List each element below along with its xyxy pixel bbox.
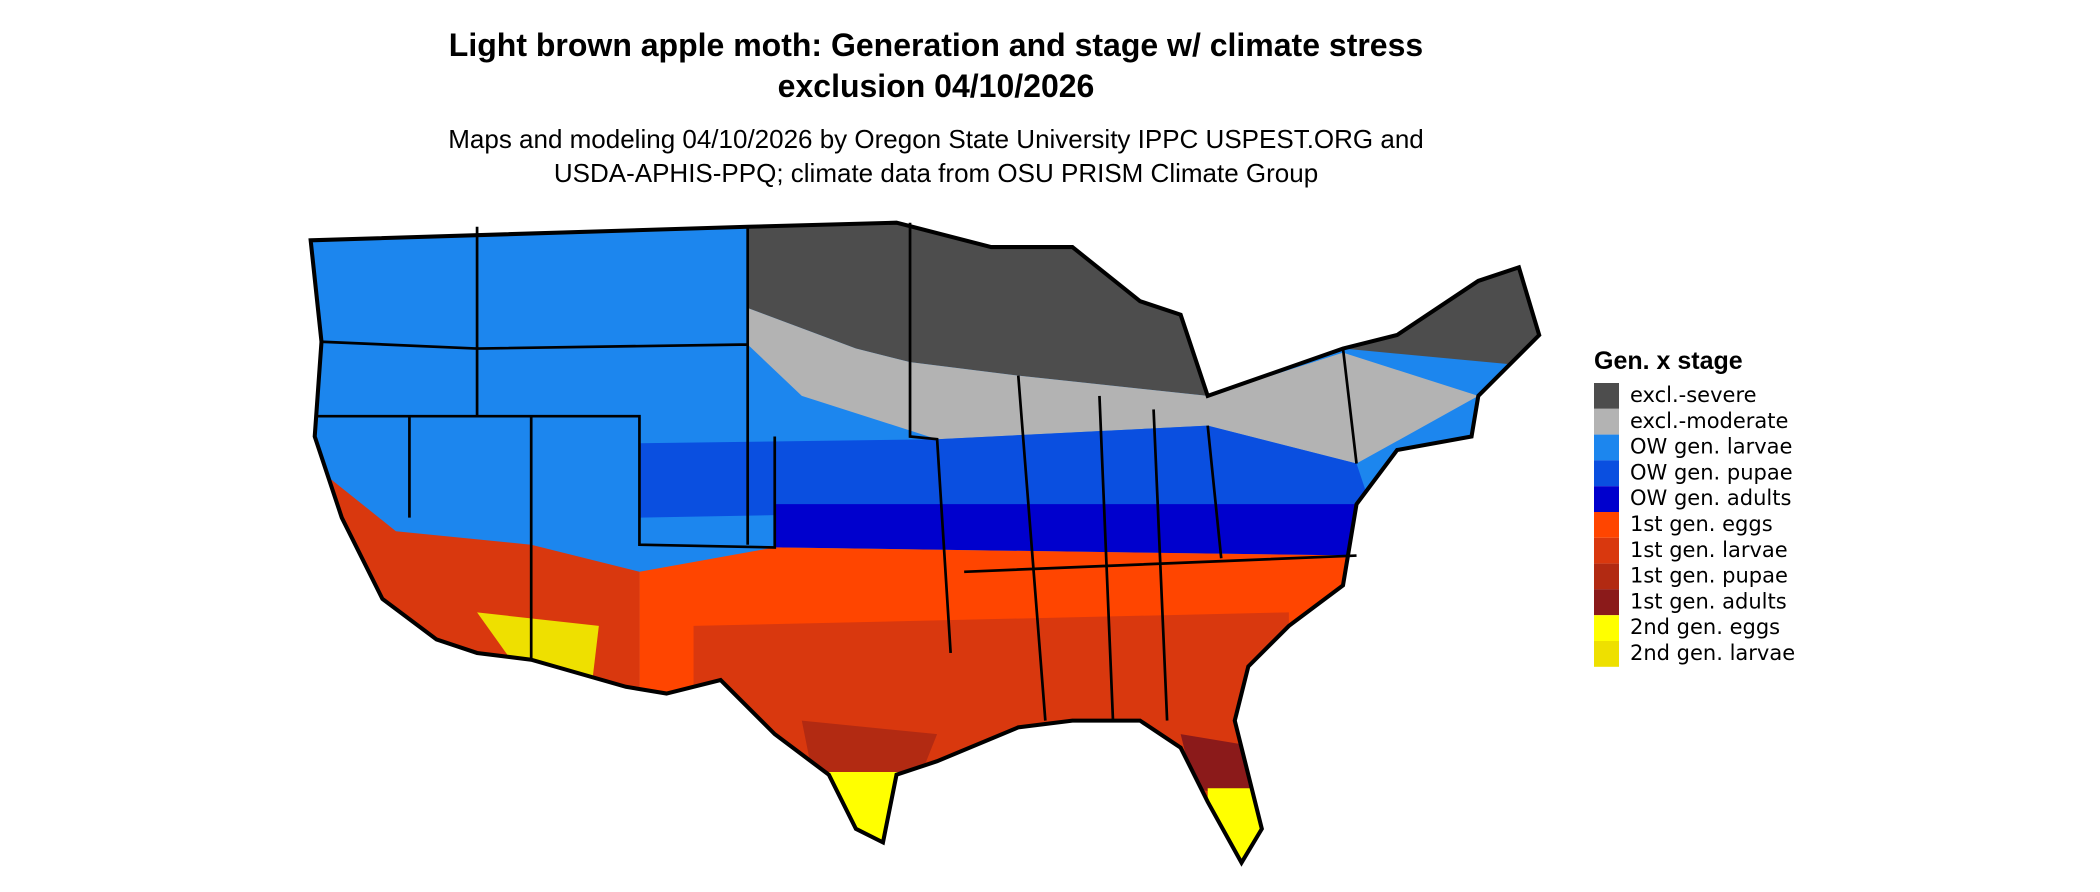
- legend-title: Gen. x stage: [1594, 347, 1743, 375]
- map-band: [747, 307, 1479, 464]
- legend-swatch: [1594, 641, 1619, 667]
- legend-label: 2nd gen. larvae: [1630, 641, 1795, 665]
- legend-swatch: [1594, 615, 1619, 641]
- legend-swatch: [1594, 408, 1619, 435]
- title-line: exclusion 04/10/2026: [778, 68, 1095, 104]
- map-band: [639, 425, 1371, 518]
- legend-label: excl.-severe: [1630, 383, 1757, 407]
- legend-swatch: [1594, 383, 1619, 409]
- legend-swatch: [1594, 486, 1619, 512]
- legend-label: 1st gen. eggs: [1630, 512, 1773, 536]
- legend-label: 1st gen. adults: [1630, 589, 1787, 613]
- legend-swatch: [1594, 512, 1619, 538]
- legend-label: OW gen. pupae: [1630, 460, 1793, 484]
- legend-swatch: [1594, 460, 1619, 487]
- title-line: Light brown apple moth: Generation and s…: [449, 27, 1423, 63]
- legend-label: 2nd gen. eggs: [1630, 615, 1780, 639]
- legend-label: excl.-moderate: [1630, 409, 1788, 433]
- legend-swatch: [1594, 563, 1619, 590]
- legend-swatch: [1594, 434, 1619, 461]
- subtitle-line: Maps and modeling 04/10/2026 by Oregon S…: [448, 124, 1424, 154]
- legend-swatch: [1594, 537, 1619, 564]
- map-band: [477, 612, 599, 683]
- legend-label: 1st gen. pupae: [1630, 564, 1788, 588]
- legend-label: 1st gen. larvae: [1630, 538, 1788, 562]
- subtitle-line: USDA-APHIS-PPQ; climate data from OSU PR…: [554, 158, 1318, 188]
- map-band: [774, 504, 1384, 556]
- legend-label: OW gen. larvae: [1630, 435, 1792, 459]
- legend-swatch: [1594, 589, 1619, 616]
- state-borders: [314, 222, 1358, 721]
- legend-label: OW gen. adults: [1630, 486, 1791, 510]
